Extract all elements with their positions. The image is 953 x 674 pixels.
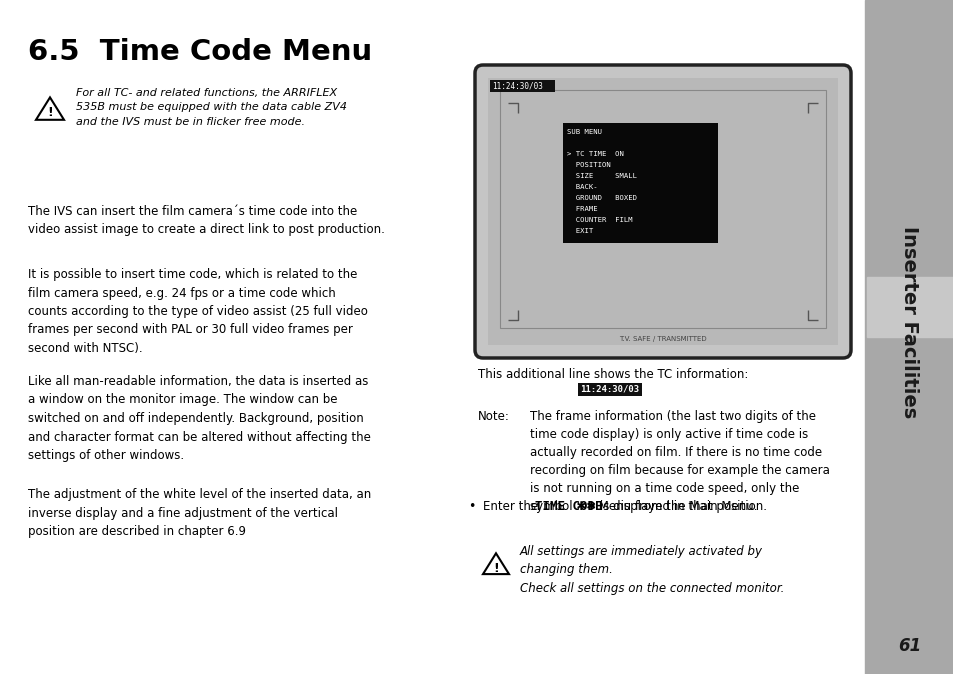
Bar [864, 0, 953, 674]
Text: Inserter Facilities: Inserter Facilities [899, 226, 918, 418]
Text: The adjustment of the white level of the inserted data, an
inverse display and a: The adjustment of the white level of the… [28, 488, 371, 538]
Text: > TC TIME  ON: > TC TIME ON [566, 151, 623, 157]
Text: 11:24:30/03: 11:24:30/03 [492, 82, 542, 90]
Text: TIME CODE: TIME CODE [535, 500, 602, 513]
Bar [488, 78, 837, 345]
Text: Like all man-readable information, the data is inserted as
a window on the monit: Like all man-readable information, the d… [28, 375, 371, 462]
Text: 61: 61 [897, 637, 921, 655]
Text: Note:: Note: [477, 410, 509, 423]
Text: Enter the: Enter the [482, 500, 541, 513]
Text: SUB MENU: SUB MENU [566, 129, 601, 135]
Text: This additional line shows the TC information:: This additional line shows the TC inform… [477, 368, 747, 381]
Text: The IVS can insert the film camera´s time code into the
video assist image to cr: The IVS can insert the film camera´s tim… [28, 205, 384, 237]
Text: For all TC- and related functions, the ARRIFLEX
535B must be equipped with the d: For all TC- and related functions, the A… [76, 88, 347, 127]
Text: All settings are immediately activated by
changing them.
Check all settings on t: All settings are immediately activated b… [519, 545, 783, 595]
Bar [499, 90, 825, 328]
Bar [578, 383, 641, 396]
Bar [490, 80, 555, 92]
Text: •: • [468, 500, 475, 513]
Text: It is possible to insert time code, which is related to the
film camera speed, e: It is possible to insert time code, whic… [28, 268, 368, 355]
Text: 11:24:30/03: 11:24:30/03 [579, 384, 639, 394]
Text: POSITION: POSITION [566, 162, 610, 168]
Bar [866, 277, 953, 337]
Text: The frame information (the last two digits of the
time code display) is only act: The frame information (the last two digi… [530, 410, 829, 513]
Text: !: ! [493, 561, 498, 574]
Text: Menu from the Main Menu.: Menu from the Main Menu. [595, 500, 757, 513]
Bar [562, 123, 718, 243]
Text: T.V. SAFE / TRANSMITTED: T.V. SAFE / TRANSMITTED [618, 336, 706, 342]
Text: SIZE     SMALL: SIZE SMALL [566, 173, 637, 179]
Text: FRAME: FRAME [566, 206, 597, 212]
Text: 6.5  Time Code Menu: 6.5 Time Code Menu [28, 38, 372, 66]
Text: BACK-: BACK- [566, 184, 597, 190]
Text: COUNTER  FILM: COUNTER FILM [566, 217, 632, 223]
Text: GROUND   BOXED: GROUND BOXED [566, 195, 637, 201]
Text: EXIT: EXIT [566, 228, 593, 234]
Text: !: ! [47, 106, 52, 119]
FancyBboxPatch shape [475, 65, 850, 358]
